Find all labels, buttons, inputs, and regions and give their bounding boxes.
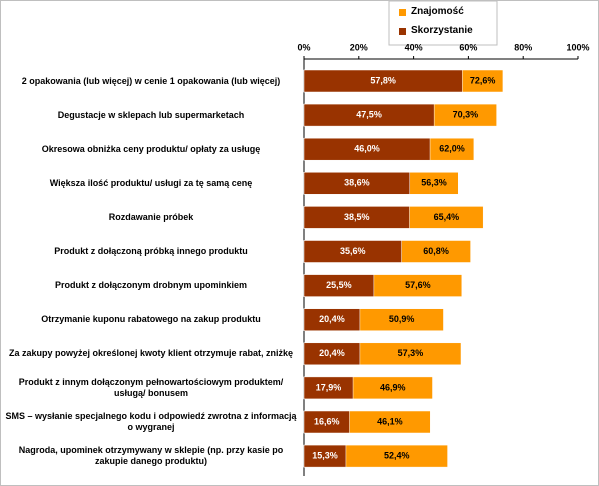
value-label: 60,8% (423, 246, 449, 256)
category-label: Rozdawanie próbek (108, 211, 194, 222)
category-label: Produkt z innym dołączonym pełnowartości… (18, 376, 284, 398)
x-tick-label: 100% (566, 42, 589, 52)
value-label: 62,0% (439, 144, 465, 154)
bar (303, 376, 354, 400)
legend-label: Skorzystanie (411, 25, 473, 36)
bar (303, 342, 361, 366)
category-label: Produkt z dołączonym drobnym upominkiem (54, 280, 248, 291)
value-label: 46,0% (354, 144, 380, 154)
value-label: 25,5% (326, 280, 352, 290)
x-tick-label: 0% (297, 42, 310, 52)
value-label: 16,6% (314, 416, 340, 426)
value-label: 56,3% (421, 178, 447, 188)
category-label: SMS – wysłanie specjalnego kodu i odpowi… (5, 411, 297, 432)
category-label: 2 opakowania (lub więcej) w cenie 1 opak… (21, 75, 281, 86)
category-label: Otrzymanie kuponu rabatowego na zakup pr… (41, 314, 261, 325)
value-label: 38,6% (344, 178, 370, 188)
x-tick-label: 80% (514, 42, 532, 52)
bar (303, 69, 463, 93)
x-tick-label: 60% (459, 42, 477, 52)
category-label: Za zakupy powyżej określonej kwoty klien… (8, 348, 294, 359)
value-label: 52,4% (384, 450, 410, 460)
category-label: Produkt z dołączoną próbką innego produk… (54, 246, 248, 256)
category-label: Nagroda, upominek otrzymywany w sklepie … (18, 445, 284, 467)
bar (303, 172, 411, 195)
value-label: 70,3% (453, 109, 479, 119)
bar (303, 206, 410, 229)
legend-label: Znajomość (411, 6, 464, 17)
value-label: 20,4% (319, 348, 345, 358)
x-tick-label: 20% (350, 42, 368, 52)
bar (303, 410, 350, 434)
value-label: 15,3% (312, 450, 338, 460)
value-label: 46,9% (380, 382, 406, 392)
bar (303, 240, 402, 263)
legend-swatch (399, 28, 406, 35)
value-label: 38,5% (344, 212, 370, 222)
value-label: 57,3% (398, 348, 424, 358)
bar (303, 274, 375, 297)
value-label: 46,1% (377, 416, 403, 426)
category-label: Okresowa obniżka ceny produktu/ opłaty z… (41, 143, 261, 154)
value-label: 57,8% (370, 75, 396, 85)
category-label: Degustacje w sklepach lub supermarketach (57, 109, 245, 120)
x-tick-label: 40% (405, 42, 423, 52)
bar (303, 308, 361, 331)
value-label: 57,6% (405, 280, 431, 290)
value-label: 65,4% (434, 212, 460, 222)
value-label: 35,6% (340, 246, 366, 256)
bar (303, 444, 347, 468)
bar (303, 103, 435, 127)
value-label: 20,4% (319, 314, 345, 324)
category-label: Większa ilość produktu/ usługi za tę sam… (49, 177, 253, 188)
value-label: 72,6% (470, 75, 496, 85)
value-label: 17,9% (316, 382, 342, 392)
legend-swatch (399, 9, 406, 16)
bar (303, 137, 431, 161)
value-label: 50,9% (389, 314, 415, 324)
value-label: 47,5% (356, 109, 382, 119)
legend-box (388, 1, 498, 46)
